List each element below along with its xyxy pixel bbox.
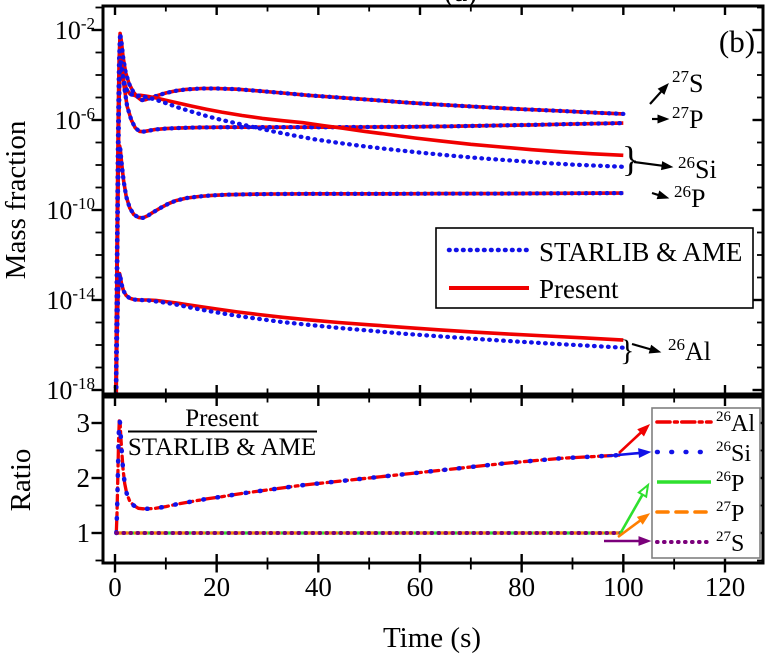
x-tick-label: 80 xyxy=(508,572,535,602)
arrow-26Si-head xyxy=(660,161,674,171)
x-tick-label: 120 xyxy=(705,572,746,602)
ratio-tick-label: 1 xyxy=(77,518,91,548)
ratio-panel-frame xyxy=(101,395,765,565)
legend-starlib-label: STARLIB & AME xyxy=(539,237,742,267)
curve-26Al-starlib xyxy=(113,271,626,394)
arrow-26P-head xyxy=(656,190,670,200)
x-tick-label: 60 xyxy=(406,572,433,602)
arrow-26Al-head xyxy=(648,344,662,354)
clipped-upper-panel-label: (a) xyxy=(444,0,477,8)
ratio-denominator-label: STARLIB & AME xyxy=(128,434,316,461)
y-axis-title-ratio: Ratio xyxy=(5,449,37,512)
legend-label-27S: 27S xyxy=(716,529,744,557)
curve-26Si-starlib xyxy=(113,58,626,394)
mass-fraction-panel-frame xyxy=(101,4,765,396)
ratio-arrow-26P-head xyxy=(637,482,650,499)
curve-26P-starlib xyxy=(113,143,626,394)
ratio-curve-26Si xyxy=(114,418,626,536)
y-tick-label-10e-2: 10-2 xyxy=(55,14,95,45)
axes-and-ticks: 0 20 40 60 80 100 120 10-2 10-6 10-10 10-14 10-18 1 2… xyxy=(46,4,765,602)
legend-top xyxy=(435,227,754,309)
y-axis-title-mass-fraction: Mass fraction xyxy=(0,120,32,279)
legend-label-26P: 26P xyxy=(716,469,744,497)
x-tick-label: 20 xyxy=(203,572,230,602)
legend-top-box xyxy=(435,227,754,309)
y-tick-label-10e-10: 10-10 xyxy=(46,194,95,225)
arrow-27S-shaft xyxy=(649,90,663,105)
data-curves xyxy=(113,31,626,536)
y-tick-label-10e-6: 10-6 xyxy=(55,104,95,135)
x-tick-label: 40 xyxy=(305,572,332,602)
isotope-label-27S: 27S xyxy=(672,67,703,98)
ratio-arrow-26Si-head xyxy=(638,448,652,458)
curve-27S-starlib xyxy=(113,31,626,394)
isotope-label-26P: 26P xyxy=(674,182,705,213)
arrow-26P-shaft xyxy=(651,191,659,197)
isotope-label-26Si: 26Si xyxy=(678,153,717,184)
brace-26Si: } xyxy=(622,139,639,179)
ratio-arrow-27P-shaft xyxy=(617,519,641,539)
ratio-arrow-26Si-shaft xyxy=(606,451,640,458)
brace-26Al: } xyxy=(620,334,634,367)
arrow-27P-head xyxy=(657,114,670,124)
x-tick-label: 0 xyxy=(108,572,122,602)
ratio-arrow-27S-head xyxy=(638,536,652,546)
ratio-tick-label: 2 xyxy=(77,463,91,493)
legend-label-26Si: 26Si xyxy=(716,439,751,467)
isotope-label-27P: 27P xyxy=(672,103,703,134)
ratio-tick-label: 3 xyxy=(77,408,91,438)
arrow-26Si-shaft xyxy=(633,160,663,167)
arrow-27S-head xyxy=(657,82,669,95)
ratio-arrow-26P-shaft xyxy=(618,493,644,535)
x-axis-title: Time (s) xyxy=(383,622,481,654)
ratio-arrow-26Al-shaft xyxy=(618,431,642,454)
y-tick-label-10e-14: 10-14 xyxy=(46,284,95,315)
legend-label-27P: 27P xyxy=(716,499,744,527)
arrow-26Al-shaft xyxy=(631,342,651,351)
panel-b-label: (b) xyxy=(719,24,755,59)
isotope-label-26Al: 26Al xyxy=(668,335,711,366)
ratio-arrow-27P-head xyxy=(636,513,651,525)
ratio-numerator-label: Present xyxy=(185,405,259,432)
legend-present-label: Present xyxy=(539,274,619,304)
legend-label-26Al: 26Al xyxy=(716,409,755,437)
ratio-arrow-26Al-head xyxy=(637,424,651,437)
x-tick-label: 100 xyxy=(603,572,644,602)
y-tick-label-10e-18: 10-18 xyxy=(46,374,95,405)
